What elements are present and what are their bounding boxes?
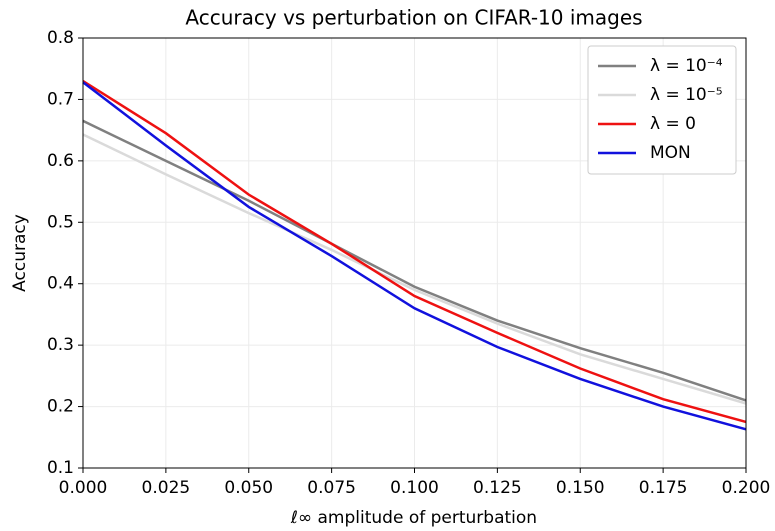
legend-label: λ = 10⁻⁴ [650, 56, 723, 76]
x-tick-label: 0.075 [307, 478, 356, 498]
legend-label: MON [650, 143, 691, 163]
y-axis-label: Accuracy [10, 214, 30, 292]
series-line [82, 119, 747, 402]
y-tick-label: 0.7 [47, 89, 74, 109]
x-tick-label: 0.000 [59, 478, 108, 498]
x-tick-label: 0.025 [142, 478, 191, 498]
legend-label: λ = 0 [650, 114, 696, 134]
x-axis-label: ℓ∞ amplitude of perturbation [290, 508, 537, 528]
x-tick-label: 0.200 [722, 478, 771, 498]
x-tick-label: 0.150 [556, 478, 605, 498]
y-tick-label: 0.8 [47, 28, 74, 48]
y-tick-label: 0.2 [47, 397, 74, 417]
y-tick-label: 0.6 [47, 151, 74, 171]
y-tick-label: 0.5 [47, 212, 74, 232]
y-tick-label: 0.4 [47, 274, 74, 294]
series-line [82, 133, 747, 405]
series-line [82, 79, 747, 424]
y-tick-label: 0.3 [47, 335, 74, 355]
y-tick-label: 0.1 [47, 458, 74, 478]
x-tick-label: 0.100 [390, 478, 439, 498]
plot-frame [82, 37, 747, 469]
x-tick-label: 0.175 [639, 478, 688, 498]
legend-box [587, 45, 737, 175]
x-tick-label: 0.050 [224, 478, 273, 498]
series-line [82, 81, 747, 431]
chart-title: Accuracy vs perturbation on CIFAR-10 ima… [185, 6, 642, 30]
legend-label: λ = 10⁻⁵ [650, 85, 723, 105]
x-tick-label: 0.125 [473, 478, 522, 498]
